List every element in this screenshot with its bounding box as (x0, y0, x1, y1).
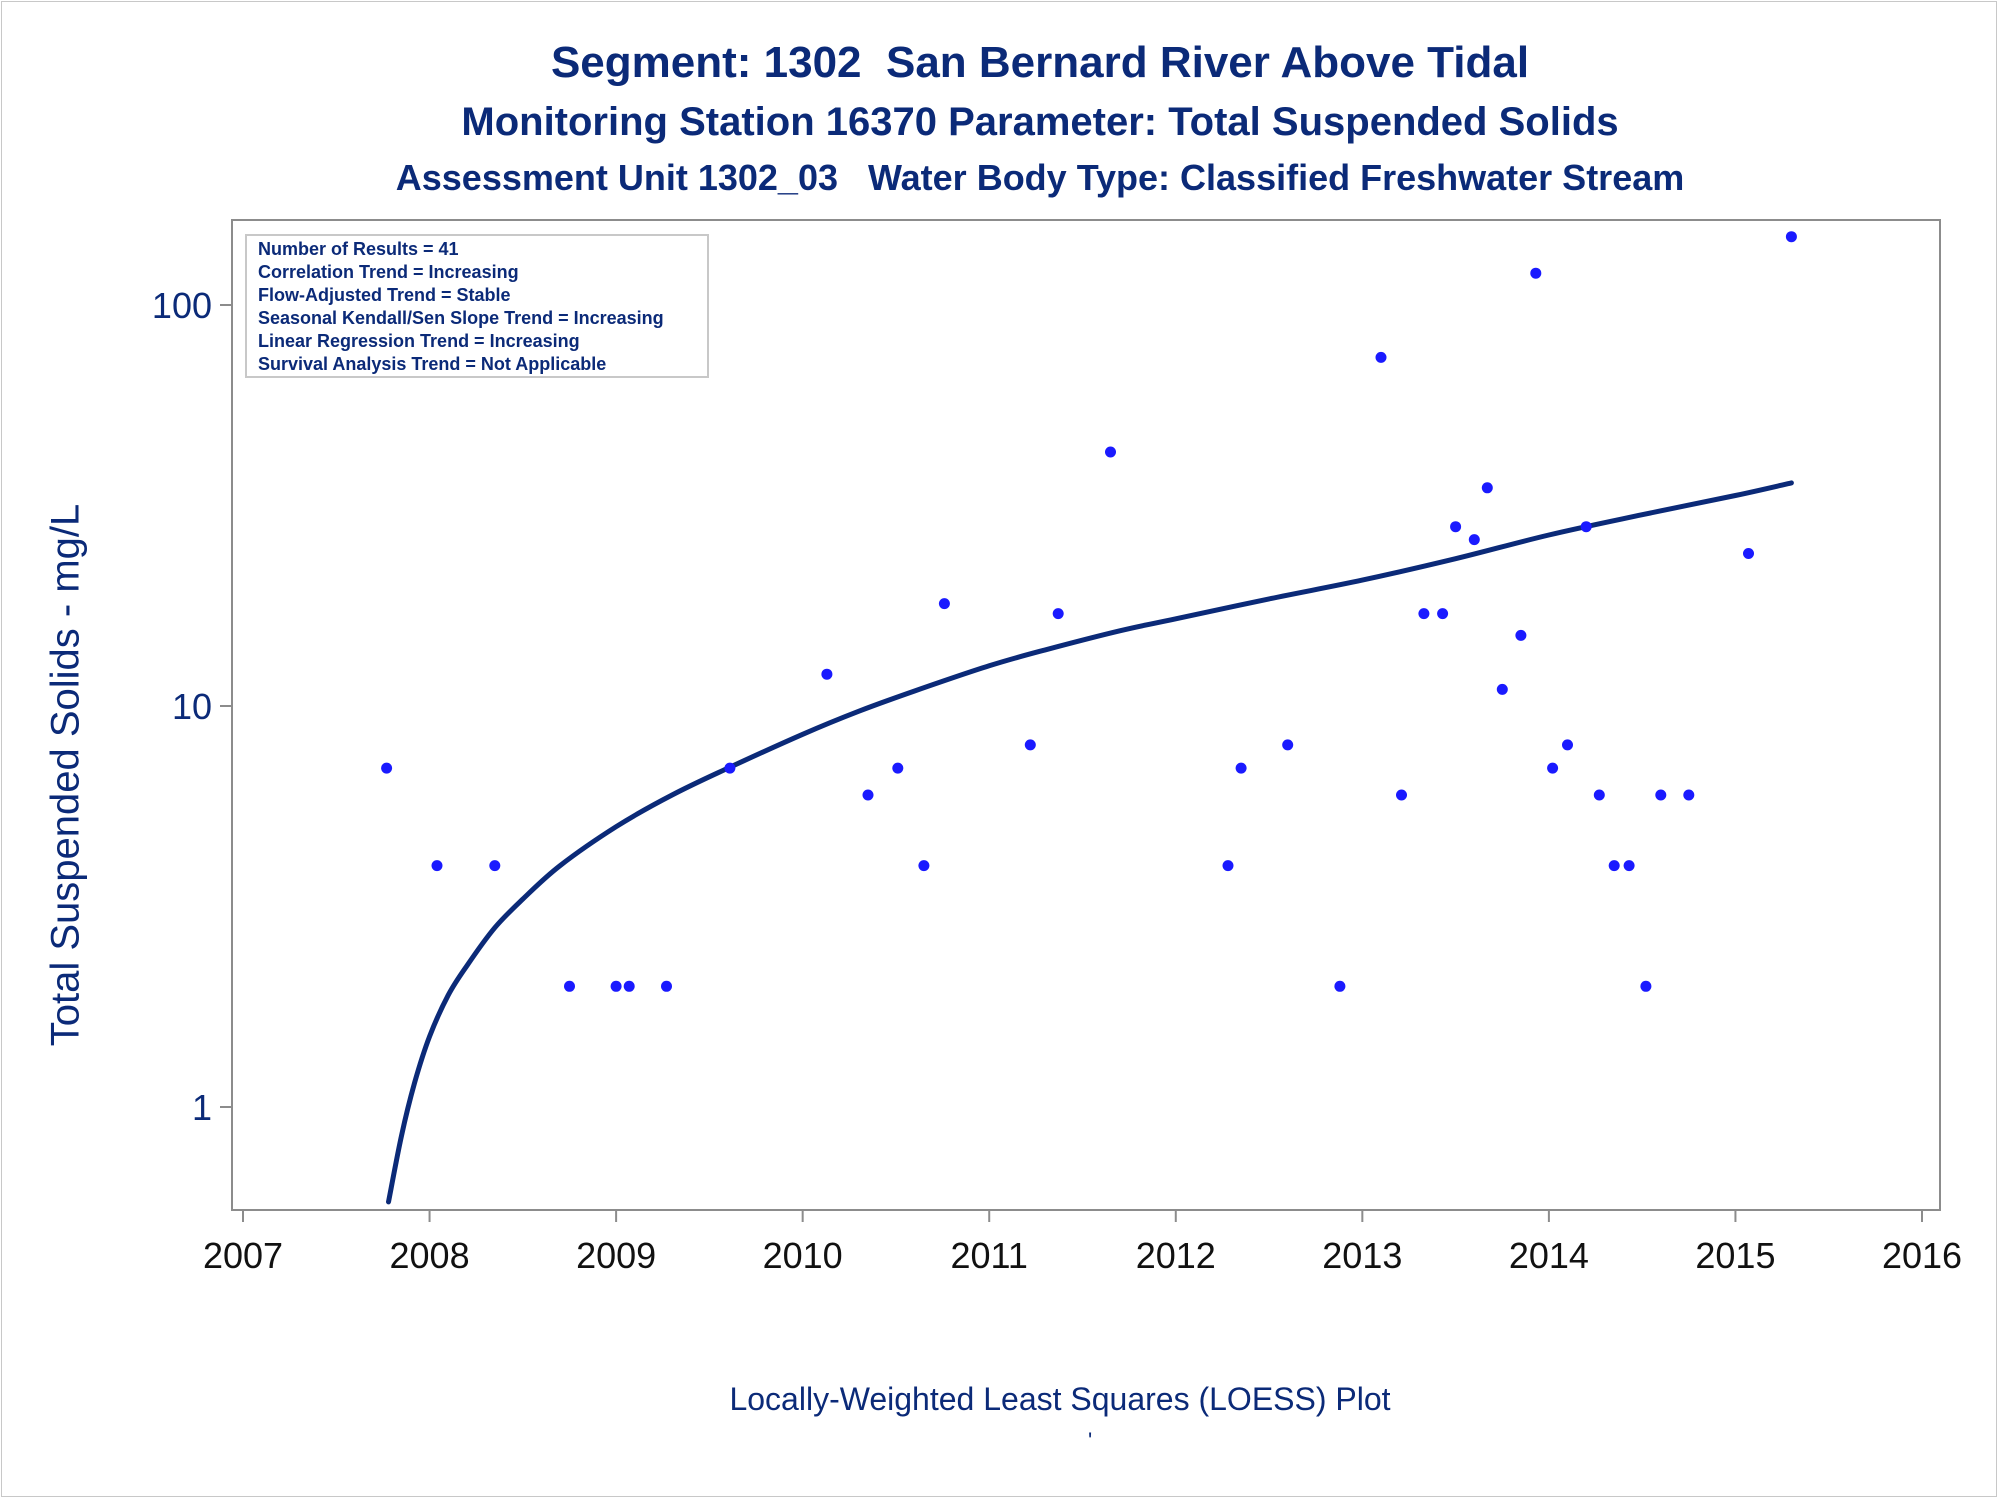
data-point (892, 762, 904, 774)
data-point (431, 860, 443, 872)
y-tick-label: 100 (152, 285, 212, 326)
x-tick-label: 2007 (203, 1235, 283, 1276)
data-point (1683, 789, 1695, 801)
data-point (1222, 860, 1234, 872)
data-point (1562, 739, 1573, 751)
data-point (918, 860, 930, 872)
data-point (1608, 860, 1620, 872)
data-point (1496, 683, 1508, 695)
x-tick-label: 2014 (1509, 1235, 1589, 1276)
chart-title: Segment: 1302 San Bernard River Above Ti… (550, 38, 1530, 87)
data-point (661, 980, 672, 992)
x-tick-label: 2009 (576, 1235, 656, 1276)
data-point (1530, 267, 1542, 279)
data-point (1105, 446, 1116, 458)
data-point (1481, 482, 1493, 494)
data-points-layer (381, 231, 1797, 992)
x-ticks: 2007 2008 2009 2010 2011 2012 2013 2014 2015 2016 (203, 1210, 1962, 1276)
data-point (1593, 789, 1605, 801)
plot-border (231, 219, 1941, 1211)
stats-box-border (245, 234, 709, 378)
data-point (1580, 521, 1592, 533)
data-point (724, 762, 736, 774)
footnote-mark: ' (1088, 1428, 1093, 1453)
x-tick-label: 2015 (1695, 1235, 1775, 1276)
plot-method-footnote: Locally-Weighted Least Squares (LOESS) P… (729, 1381, 1391, 1417)
data-point (1640, 980, 1652, 992)
stats-box: Number of Results = 41 Correlation Trend … (245, 234, 709, 378)
data-point (1468, 534, 1480, 546)
data-point (1052, 608, 1064, 620)
stats-line: Correlation Trend = Increasing (258, 262, 519, 282)
x-tick-label: 2011 (951, 1235, 1028, 1276)
x-tick-label: 2016 (1882, 1235, 1962, 1276)
data-point (381, 762, 393, 774)
data-point (938, 598, 950, 610)
data-point (1418, 608, 1430, 620)
y-ticks: 1 10 100 (152, 285, 232, 1128)
data-point (821, 668, 833, 680)
x-tick-label: 2012 (1136, 1235, 1216, 1276)
loess-curve-layer (386, 480, 1794, 1205)
data-point (1024, 739, 1036, 751)
data-point (1334, 980, 1346, 992)
stats-line: Flow-Adjusted Trend = Stable (258, 285, 511, 305)
stats-line: Linear Regression Trend = Increasing (258, 331, 580, 351)
chart-subtitle-station: Monitoring Station 16370 Parameter: Tota… (461, 100, 1619, 144)
data-point (623, 980, 635, 992)
chart-subtitle-assessment: Assessment Unit 1302_03 Water Body Type:… (395, 157, 1685, 198)
data-point (1437, 608, 1449, 620)
y-tick-label: 10 (172, 686, 212, 727)
x-tick-label: 2010 (763, 1235, 843, 1276)
data-point (610, 980, 622, 992)
data-point (1785, 231, 1797, 243)
x-tick-label: 2013 (1322, 1235, 1402, 1276)
data-point (489, 860, 501, 872)
data-point (1743, 548, 1754, 559)
data-point (1282, 739, 1294, 751)
data-point (1375, 351, 1387, 363)
data-point (1235, 762, 1247, 774)
data-point (1547, 762, 1559, 774)
data-point (1515, 629, 1527, 641)
stats-line: Seasonal Kendall/Sen Slope Trend = Incre… (258, 308, 664, 328)
data-point (1655, 789, 1667, 801)
data-point (1623, 860, 1635, 872)
data-point (1396, 789, 1407, 801)
loess-curve (386, 480, 1794, 1205)
y-tick-label: 1 (192, 1087, 212, 1128)
data-point (564, 980, 575, 992)
x-tick-label: 2008 (390, 1235, 470, 1276)
stats-line: Survival Analysis Trend = Not Applicable (258, 354, 606, 374)
data-point (1450, 521, 1462, 533)
data-point (862, 789, 874, 801)
stats-line: Number of Results = 41 (258, 239, 459, 259)
